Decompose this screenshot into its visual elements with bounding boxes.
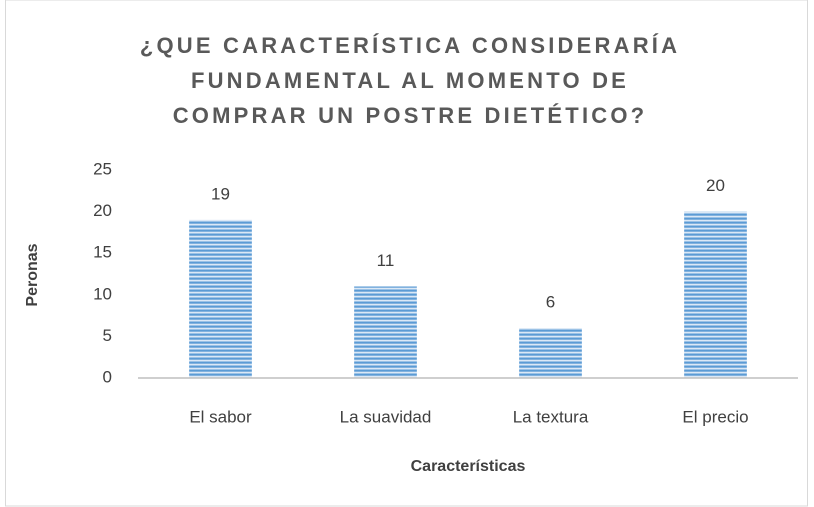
chart-title: FUNDAMENTAL AL MOMENTO DE — [191, 68, 629, 93]
chart-title: COMPRAR UN POSTRE DIETÉTICO? — [173, 103, 648, 128]
bar — [684, 211, 747, 378]
y-tick-label: 5 — [103, 326, 112, 345]
x-tick-label: La suavidad — [340, 407, 432, 426]
x-axis-title: Características — [411, 458, 526, 475]
y-tick-label: 20 — [93, 201, 112, 220]
y-tick-label: 10 — [93, 284, 112, 303]
bar — [189, 219, 252, 378]
y-tick-label: 25 — [93, 159, 112, 178]
bar — [354, 286, 417, 378]
x-tick-label: La textura — [513, 407, 589, 426]
bar — [519, 328, 582, 378]
y-tick-label: 15 — [93, 243, 112, 262]
chart-border — [5, 0, 808, 507]
data-label: 11 — [377, 251, 395, 270]
y-axis-title: Peronas — [24, 243, 41, 306]
data-label: 20 — [706, 176, 725, 195]
data-label: 6 — [546, 293, 555, 312]
data-label: 19 — [211, 184, 230, 203]
x-tick-label: El precio — [682, 407, 748, 426]
chart-title: ¿QUE CARACTERÍSTICA CONSIDERARÍA — [140, 33, 680, 58]
y-tick-label: 0 — [103, 367, 112, 386]
x-tick-label: El sabor — [189, 407, 252, 426]
